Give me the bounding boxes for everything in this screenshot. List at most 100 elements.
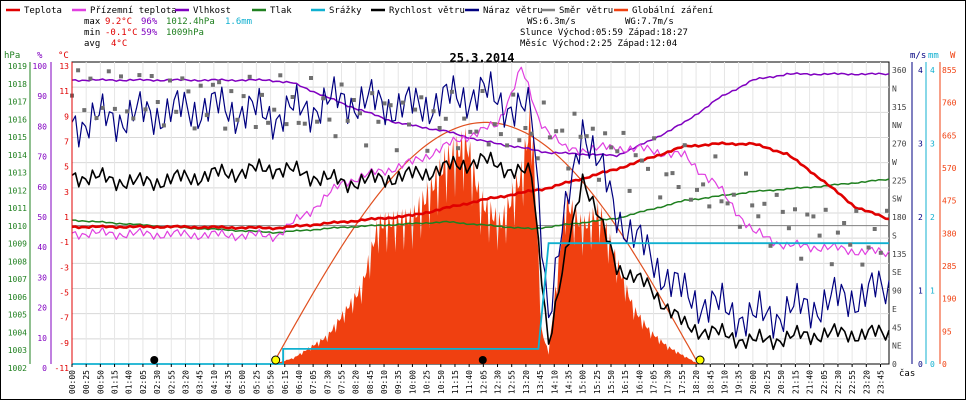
axis-pressure-tick: 1016 <box>8 115 27 124</box>
wind-dir-point <box>597 177 601 182</box>
wind-dir-point <box>376 119 381 124</box>
axis-wind-dir: 360 N 315 NW 270 W 225 SW 180 S 135 SE 90 E 45 NE 0 <box>892 66 907 369</box>
wind-dir-point <box>566 166 571 171</box>
axis-temperature-tick: 5 <box>64 163 69 172</box>
axis-humidity-tick: 20 <box>37 304 47 313</box>
wind-dir-point <box>885 208 889 213</box>
axis-wind-speed-tick: 2 <box>918 213 923 222</box>
series-naraz-vetru <box>71 71 890 339</box>
axis-humidity-tick: 30 <box>37 273 47 282</box>
stats-avg-temp: 4°C <box>111 39 127 49</box>
wind-dir-point <box>345 118 350 123</box>
wind-dir-point <box>149 74 154 78</box>
x-tick-label: 20:00 <box>749 370 758 394</box>
wind-dir-point <box>223 126 228 131</box>
legend-label-3: Tlak <box>270 6 292 16</box>
wind-dir-point <box>603 131 608 136</box>
wind-dir-point <box>707 204 712 209</box>
wind-dir-point <box>333 134 338 139</box>
axis-pressure-tick: 1019 <box>8 62 27 71</box>
wind-dir-point <box>547 135 552 140</box>
x-tick-label: 20:25 <box>763 370 772 394</box>
axis-radiation-tick: 570 <box>942 164 957 173</box>
x-tick-label: 11:15 <box>451 370 460 394</box>
axis-temperature-tick: -1 <box>59 238 69 247</box>
axis-wind-dir-tick: 0 <box>892 360 897 369</box>
x-tick-label: 23:45 <box>877 370 886 394</box>
wind-dir-point <box>112 106 117 111</box>
axis-unit-w: W <box>950 51 956 61</box>
wind-dir-point <box>517 138 522 143</box>
axis-pressure-tick: 1004 <box>8 328 27 337</box>
axis-pressure-tick: 1006 <box>8 293 27 302</box>
axis-wind-speed-tick: 1 <box>918 287 923 296</box>
wind-dir-point <box>309 76 313 80</box>
stats-max-temp: 9.2°C <box>105 17 132 27</box>
wind-dir-point <box>388 103 393 108</box>
x-tick-label: 16:40 <box>635 370 644 394</box>
x-tick-label: 17:05 <box>650 370 659 394</box>
wind-dir-point <box>529 131 534 136</box>
wind-dir-point <box>774 192 779 197</box>
axis-pressure-tick: 1003 <box>8 346 27 355</box>
axis-humidity-tick: 90 <box>37 92 47 101</box>
axis-pressure-tick: 1014 <box>8 151 27 160</box>
axis-wind-speed-tick: 3 <box>918 140 923 149</box>
axis-humidity-tick: 80 <box>37 122 47 131</box>
wind-dir-point <box>210 82 215 87</box>
x-tick-label: 20:50 <box>777 370 786 394</box>
wind-dir-point <box>449 89 454 94</box>
axis-wind-dir-tick: W <box>892 158 897 167</box>
axis-temperature-tick: 11 <box>59 87 69 96</box>
wind-dir-point <box>731 192 736 197</box>
axis-wind-speed-tick: 4 <box>918 66 923 75</box>
wind-dir-point <box>192 126 197 131</box>
wind-dir-point <box>756 214 761 219</box>
wind-dir-point <box>835 230 840 235</box>
wind-dir-point <box>229 89 234 94</box>
wind-dir-point <box>498 132 503 137</box>
legend-label-4: Srážky <box>329 6 362 16</box>
wind-dir-point <box>762 201 767 206</box>
wind-dir-point <box>266 120 271 125</box>
wind-dir-point <box>431 109 436 114</box>
x-tick-label: 18:45 <box>706 370 715 394</box>
wind-dir-point <box>180 76 185 81</box>
series-prizemni-teplota <box>71 66 890 258</box>
x-tick-label: 03:20 <box>182 370 191 394</box>
axis-humidity-tick: 70 <box>37 153 47 162</box>
axis-humidity-tick: 60 <box>37 183 47 192</box>
x-tick-label: 17:30 <box>664 370 673 394</box>
wind-dir-point <box>878 250 883 255</box>
wind-dir-point <box>204 113 209 118</box>
axis-temperature-tick: -11 <box>55 364 70 373</box>
wind-dir-point <box>811 214 816 219</box>
x-tick-label: 00:50 <box>96 370 105 394</box>
wind-dir-point <box>143 107 148 112</box>
axis-wind-speed-tick: 0 <box>918 360 923 369</box>
wind-dir-point <box>168 78 172 83</box>
x-tick-label: 16:15 <box>621 370 630 394</box>
axis-temperature-tick: -3 <box>59 263 69 272</box>
wind-dir-point <box>609 145 614 150</box>
wind-dir-point <box>854 208 859 213</box>
axis-radiation-tick: 760 <box>942 99 957 108</box>
x-tick-label: 15:25 <box>593 370 602 394</box>
x-tick-label: 10:50 <box>437 370 446 394</box>
series-teplota <box>71 141 890 231</box>
x-tick-label: 13:20 <box>522 370 531 394</box>
axis-wind-dir-tick: S <box>892 231 897 240</box>
wind-dir-point <box>584 134 589 139</box>
axis-radiation-tick: 855 <box>942 66 957 75</box>
x-tick-label: 21:15 <box>791 370 800 394</box>
x-tick-label: 07:05 <box>309 370 318 394</box>
wind-dir-point <box>106 69 111 74</box>
wind-dir-point <box>744 171 748 176</box>
axis-wind-dir-tick: N <box>892 84 897 93</box>
axis-pressure-tick: 1018 <box>8 80 27 89</box>
wind-dir-point <box>480 89 485 93</box>
axis-radiation-tick: 0 <box>942 360 947 369</box>
wind-dir-point <box>186 89 191 94</box>
wind-dir-point <box>505 143 510 148</box>
wind-dir-point <box>658 195 663 200</box>
